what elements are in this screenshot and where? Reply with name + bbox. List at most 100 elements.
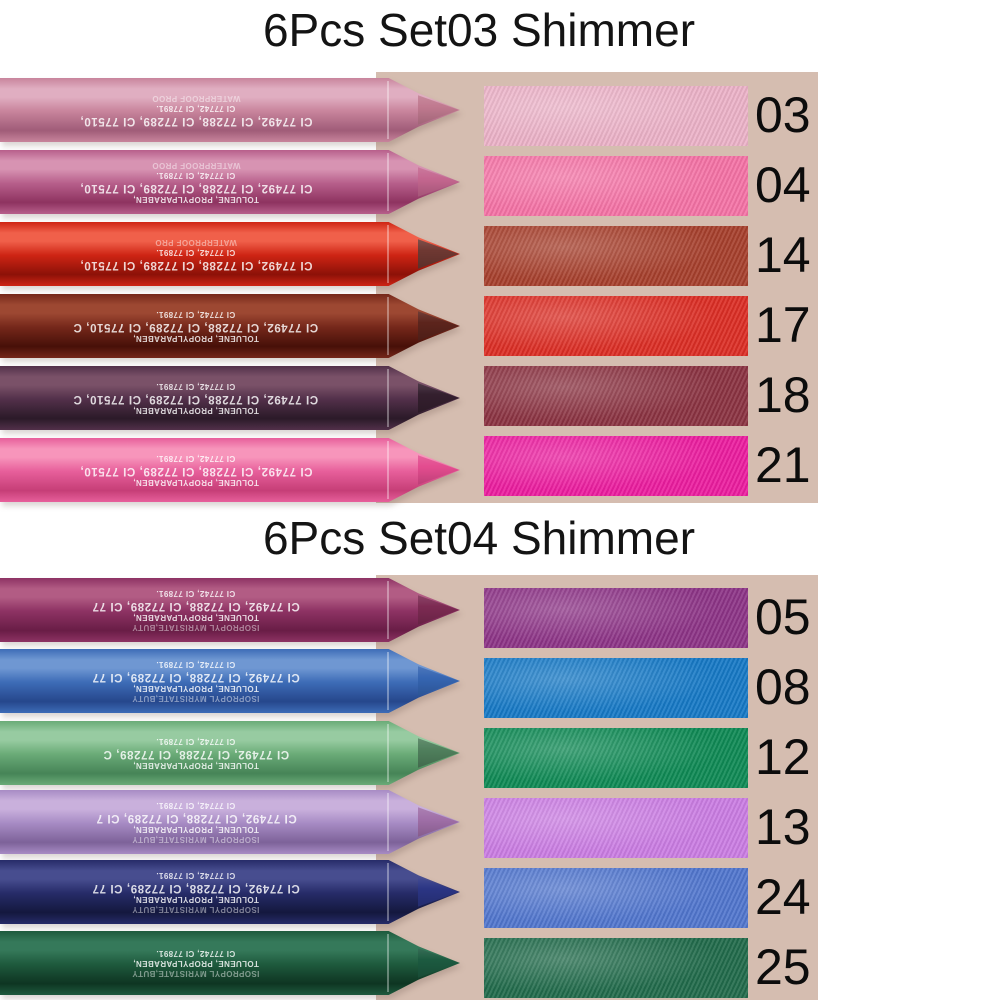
pencil-collar-ring — [387, 80, 390, 140]
pencil-navy-blue: CI 77742, CI 77891. CI 77492, CI 77288, C… — [0, 860, 460, 924]
pencil-markings: WATERPROOF PROO CI 77742, CI 77891. CI 774… — [0, 150, 392, 214]
marking-line: CI 77742, CI 77891. — [156, 736, 236, 746]
pencil-collar-ring — [387, 440, 390, 500]
pencil-markings: CI 77742, CI 77891. CI 77492, CI 77288, C… — [0, 294, 392, 358]
swatch-number-12: 12 — [755, 729, 811, 785]
swatch-08 — [484, 658, 748, 718]
pencil-collar-ring — [387, 368, 390, 428]
pencil-lead-tip — [418, 948, 459, 978]
swatch-number-14: 14 — [755, 227, 811, 283]
pencil-dark-green: CI 77742, CI 77891. TOLUENE, PROPYLPARABE… — [0, 931, 460, 995]
pencil-body: CI 77742, CI 77891. TOLUENE, PROPYLPARABE… — [0, 931, 460, 995]
pencil-plum-magenta: CI 77742, CI 77891. CI 77492, CI 77288, C… — [0, 578, 460, 642]
swatch-number-13: 13 — [755, 799, 811, 855]
pencil-collar-ring — [387, 296, 390, 356]
swatch-13 — [484, 798, 748, 858]
marking-line: ISOPROPYL MYRISTATE,BUTY — [132, 693, 260, 703]
marking-line: CI 77742, CI 77891. — [156, 948, 236, 958]
pencil-body: CI 77742, CI 77891. CI 77492, CI 77288, C… — [0, 721, 460, 785]
marking-line: CI 77742, CI 77891. — [156, 588, 236, 598]
pencil-collar-ring — [387, 580, 390, 640]
marking-line: TOLUENE, PROPYLPARABEN, — [133, 760, 259, 770]
swatch-04 — [484, 156, 748, 216]
pencil-green: CI 77742, CI 77891. CI 77492, CI 77288, C… — [0, 721, 460, 785]
pencil-body: CI 77742, CI 77891. CI 77492, CI 77288, C… — [0, 649, 460, 713]
set03-title: 6Pcs Set03 Shimmer — [262, 4, 696, 56]
pencil-collar-ring — [387, 933, 390, 993]
marking-line: TOLUENE, PROPYLPARABEN, — [133, 333, 259, 343]
swatch-number-17: 17 — [755, 297, 811, 353]
marking-line: CI 77492, CI 77288, CI 77289, CI 77510, … — [73, 320, 319, 333]
marking-line: CI 77492, CI 77288, CI 77289, CI 77 — [92, 670, 300, 683]
marking-line: CI 77742, CI 77891. — [156, 870, 236, 880]
pencil-dark-maroon: CI 77742, CI 77891. CI 77492, CI 77288, C… — [0, 294, 460, 358]
marking-line: CI 77492, CI 77288, CI 77289, CI 77510, — [79, 258, 313, 271]
pencil-dark-plum: CI 77742, CI 77891. CI 77492, CI 77288, C… — [0, 366, 460, 430]
swatch-03 — [484, 86, 748, 146]
swatch-number-08: 08 — [755, 659, 811, 715]
marking-line: CI 77492, CI 77288, CI 77289, CI 77510, — [79, 464, 313, 477]
swatch-number-25: 25 — [755, 939, 811, 995]
pencil-markings: CI 77742, CI 77891. TOLUENE, PROPYLPARABE… — [0, 931, 392, 995]
pencil-lead-tip — [418, 311, 459, 341]
pencil-collar-ring — [387, 862, 390, 922]
pencil-body: CI 77742, CI 77891. CI 77492, CI 77288, C… — [0, 860, 460, 924]
marking-line: WATERPROOF PRO — [155, 237, 237, 247]
pencil-body: CI 77742, CI 77891. CI 77492, CI 77288, C… — [0, 294, 460, 358]
swatch-25 — [484, 938, 748, 998]
swatch-number-24: 24 — [755, 869, 811, 925]
pencil-body: CI 77742, CI 77891. CI 77492, CI 77288, C… — [0, 790, 460, 854]
marking-line: CI 77492, CI 77288, CI 77289, CI 77 — [92, 881, 300, 894]
pencil-markings: CI 77742, CI 77891. CI 77492, CI 77288, C… — [0, 790, 392, 854]
pencil-markings: CI 77742, CI 77891. CI 77492, CI 77288, C… — [0, 438, 392, 502]
marking-line: TOLUENE, PROPYLPARABEN, — [133, 824, 259, 834]
pencil-rose-magenta: WATERPROOF PROO CI 77742, CI 77891. CI 774… — [0, 150, 460, 214]
marking-line: TOLUENE, PROPYLPARABEN, — [133, 612, 259, 622]
pencil-pink: CI 77742, CI 77891. CI 77492, CI 77288, C… — [0, 438, 460, 502]
pencil-collar-ring — [387, 792, 390, 852]
pencil-body: WATERPROOF PRO CI 77742, CI 77891. CI 7749… — [0, 222, 460, 286]
pencil-markings: CI 77742, CI 77891. CI 77492, CI 77288, C… — [0, 366, 392, 430]
pencil-lead-tip — [418, 738, 459, 768]
swatch-18 — [484, 366, 748, 426]
marking-line: TOLUENE, PROPYLPARABEN, — [133, 958, 259, 968]
set04-title: 6Pcs Set04 Shimmer — [262, 512, 696, 564]
marking-line: WATERPROOF PROO — [151, 160, 241, 170]
pencil-mauve-pink: WATERPROOF PROO CI 77742, CI 77891. CI 774… — [0, 78, 460, 142]
pencil-markings: CI 77742, CI 77891. CI 77492, CI 77288, C… — [0, 721, 392, 785]
pencil-collar-ring — [387, 224, 390, 284]
swatch-05 — [484, 588, 748, 648]
pencil-lead-tip — [418, 666, 459, 696]
pencil-lead-tip — [418, 239, 459, 269]
marking-line: TOLUENE, PROPYLPARABEN, — [133, 194, 259, 204]
marking-line: ISOPROPYL MYRISTATE,BUTY — [132, 968, 260, 978]
marking-line: CI 77742, CI 77891. — [156, 453, 236, 463]
pencil-markings: CI 77742, CI 77891. CI 77492, CI 77288, C… — [0, 860, 392, 924]
marking-line: ISOPROPYL MYRISTATE,BUTY — [132, 622, 260, 632]
pencil-body: WATERPROOF PROO CI 77742, CI 77891. CI 774… — [0, 150, 460, 214]
pencil-body: CI 77742, CI 77891. CI 77492, CI 77288, C… — [0, 438, 460, 502]
swatch-12 — [484, 728, 748, 788]
swatch-24 — [484, 868, 748, 928]
pencil-lead-tip — [418, 383, 459, 413]
pencil-red: WATERPROOF PRO CI 77742, CI 77891. CI 7749… — [0, 222, 460, 286]
pencil-lead-tip — [418, 167, 459, 197]
swatch-number-21: 21 — [755, 437, 811, 493]
marking-line: CI 77742, CI 77891. — [156, 247, 236, 257]
marking-line: CI 77492, CI 77288, CI 77289, CI 7 — [95, 811, 297, 824]
marking-line: CI 77742, CI 77891. — [156, 659, 236, 669]
pencil-collar-ring — [387, 723, 390, 783]
set03-band: WATERPROOF PROO CI 77742, CI 77891. CI 774… — [0, 72, 1000, 503]
set04-band: CI 77742, CI 77891. CI 77492, CI 77288, C… — [0, 575, 1000, 1000]
pencil-markings: CI 77742, CI 77891. CI 77492, CI 77288, C… — [0, 649, 392, 713]
pencil-collar-ring — [387, 651, 390, 711]
pencil-lead-tip — [418, 595, 459, 625]
marking-line: ISOPROPYL MYRISTATE,BUTY — [132, 904, 260, 914]
swatch-number-04: 04 — [755, 157, 811, 213]
swatch-number-05: 05 — [755, 589, 811, 645]
marking-line: CI 77742, CI 77891. — [156, 309, 236, 319]
swatch-number-18: 18 — [755, 367, 811, 423]
swatch-14 — [484, 226, 748, 286]
pencil-lead-tip — [418, 877, 459, 907]
